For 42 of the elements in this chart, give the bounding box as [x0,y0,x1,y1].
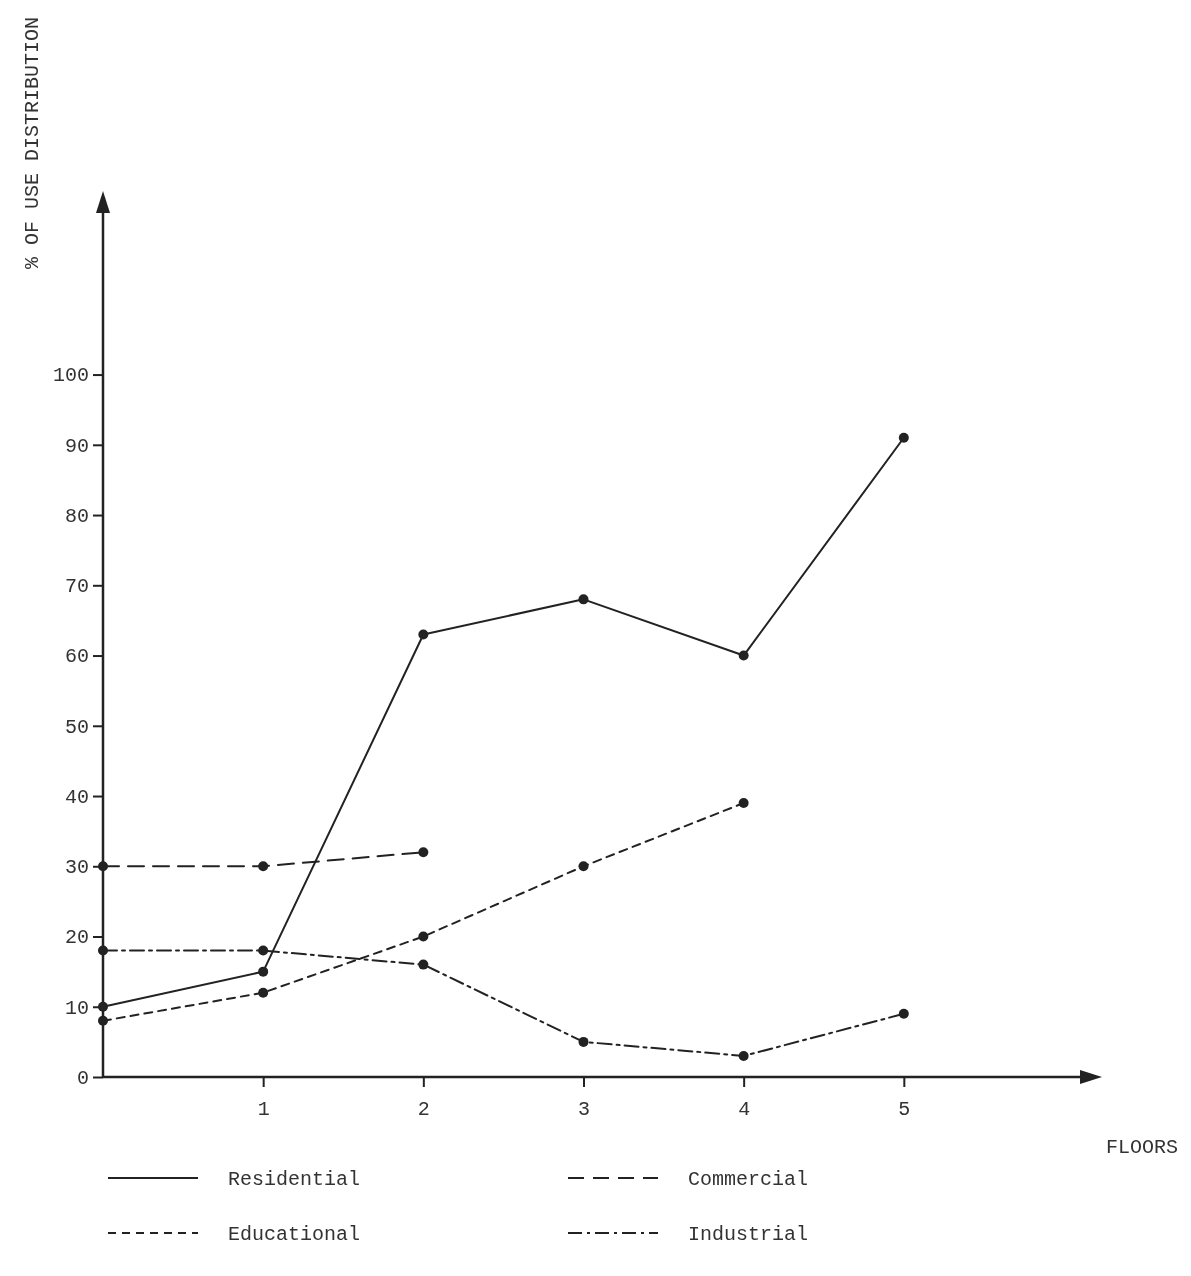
point [578,861,589,872]
y-tick-label: 10 [64,996,89,1020]
x-axis-title: FLOORS [1105,1136,1178,1159]
point [98,945,108,956]
point [738,650,749,661]
point [258,945,269,956]
legend-label: Residential [228,1168,361,1191]
point [898,432,909,443]
y-tick-label: 80 [64,504,89,528]
point [418,629,429,640]
point [98,861,108,872]
x-tick-label: 5 [898,1098,911,1122]
legend-label: Educational [228,1223,361,1246]
point [258,966,269,977]
point [98,1015,108,1026]
point [418,847,429,858]
legend-label: Industrial [688,1223,809,1246]
y-tick-label: 30 [64,856,89,880]
point [258,987,269,998]
x-tick-label: 2 [417,1098,430,1122]
point [738,798,749,809]
x-tick-label: 4 [738,1098,751,1122]
y-tick-label: 50 [64,715,89,739]
y-tick-label: 40 [64,785,89,809]
point [578,1036,589,1047]
y-tick-label: 20 [64,926,89,950]
x-tick-label: 1 [257,1098,270,1122]
y-tick-label: 100 [52,364,89,388]
point [738,1050,749,1061]
y-tick-label: 70 [64,575,89,599]
point [418,959,429,970]
point [898,1008,909,1019]
point [98,1001,108,1012]
point [258,861,269,872]
x-tick-label: 3 [577,1098,590,1122]
y-tick-label: 60 [64,645,89,669]
y-axis-title: % OF USE DISTRIBUTION [21,16,44,270]
y-tick-label: 0 [76,1066,89,1090]
point [418,931,429,942]
legend-label: Commercial [688,1168,809,1191]
y-tick-label: 90 [64,434,89,458]
point [578,594,589,605]
